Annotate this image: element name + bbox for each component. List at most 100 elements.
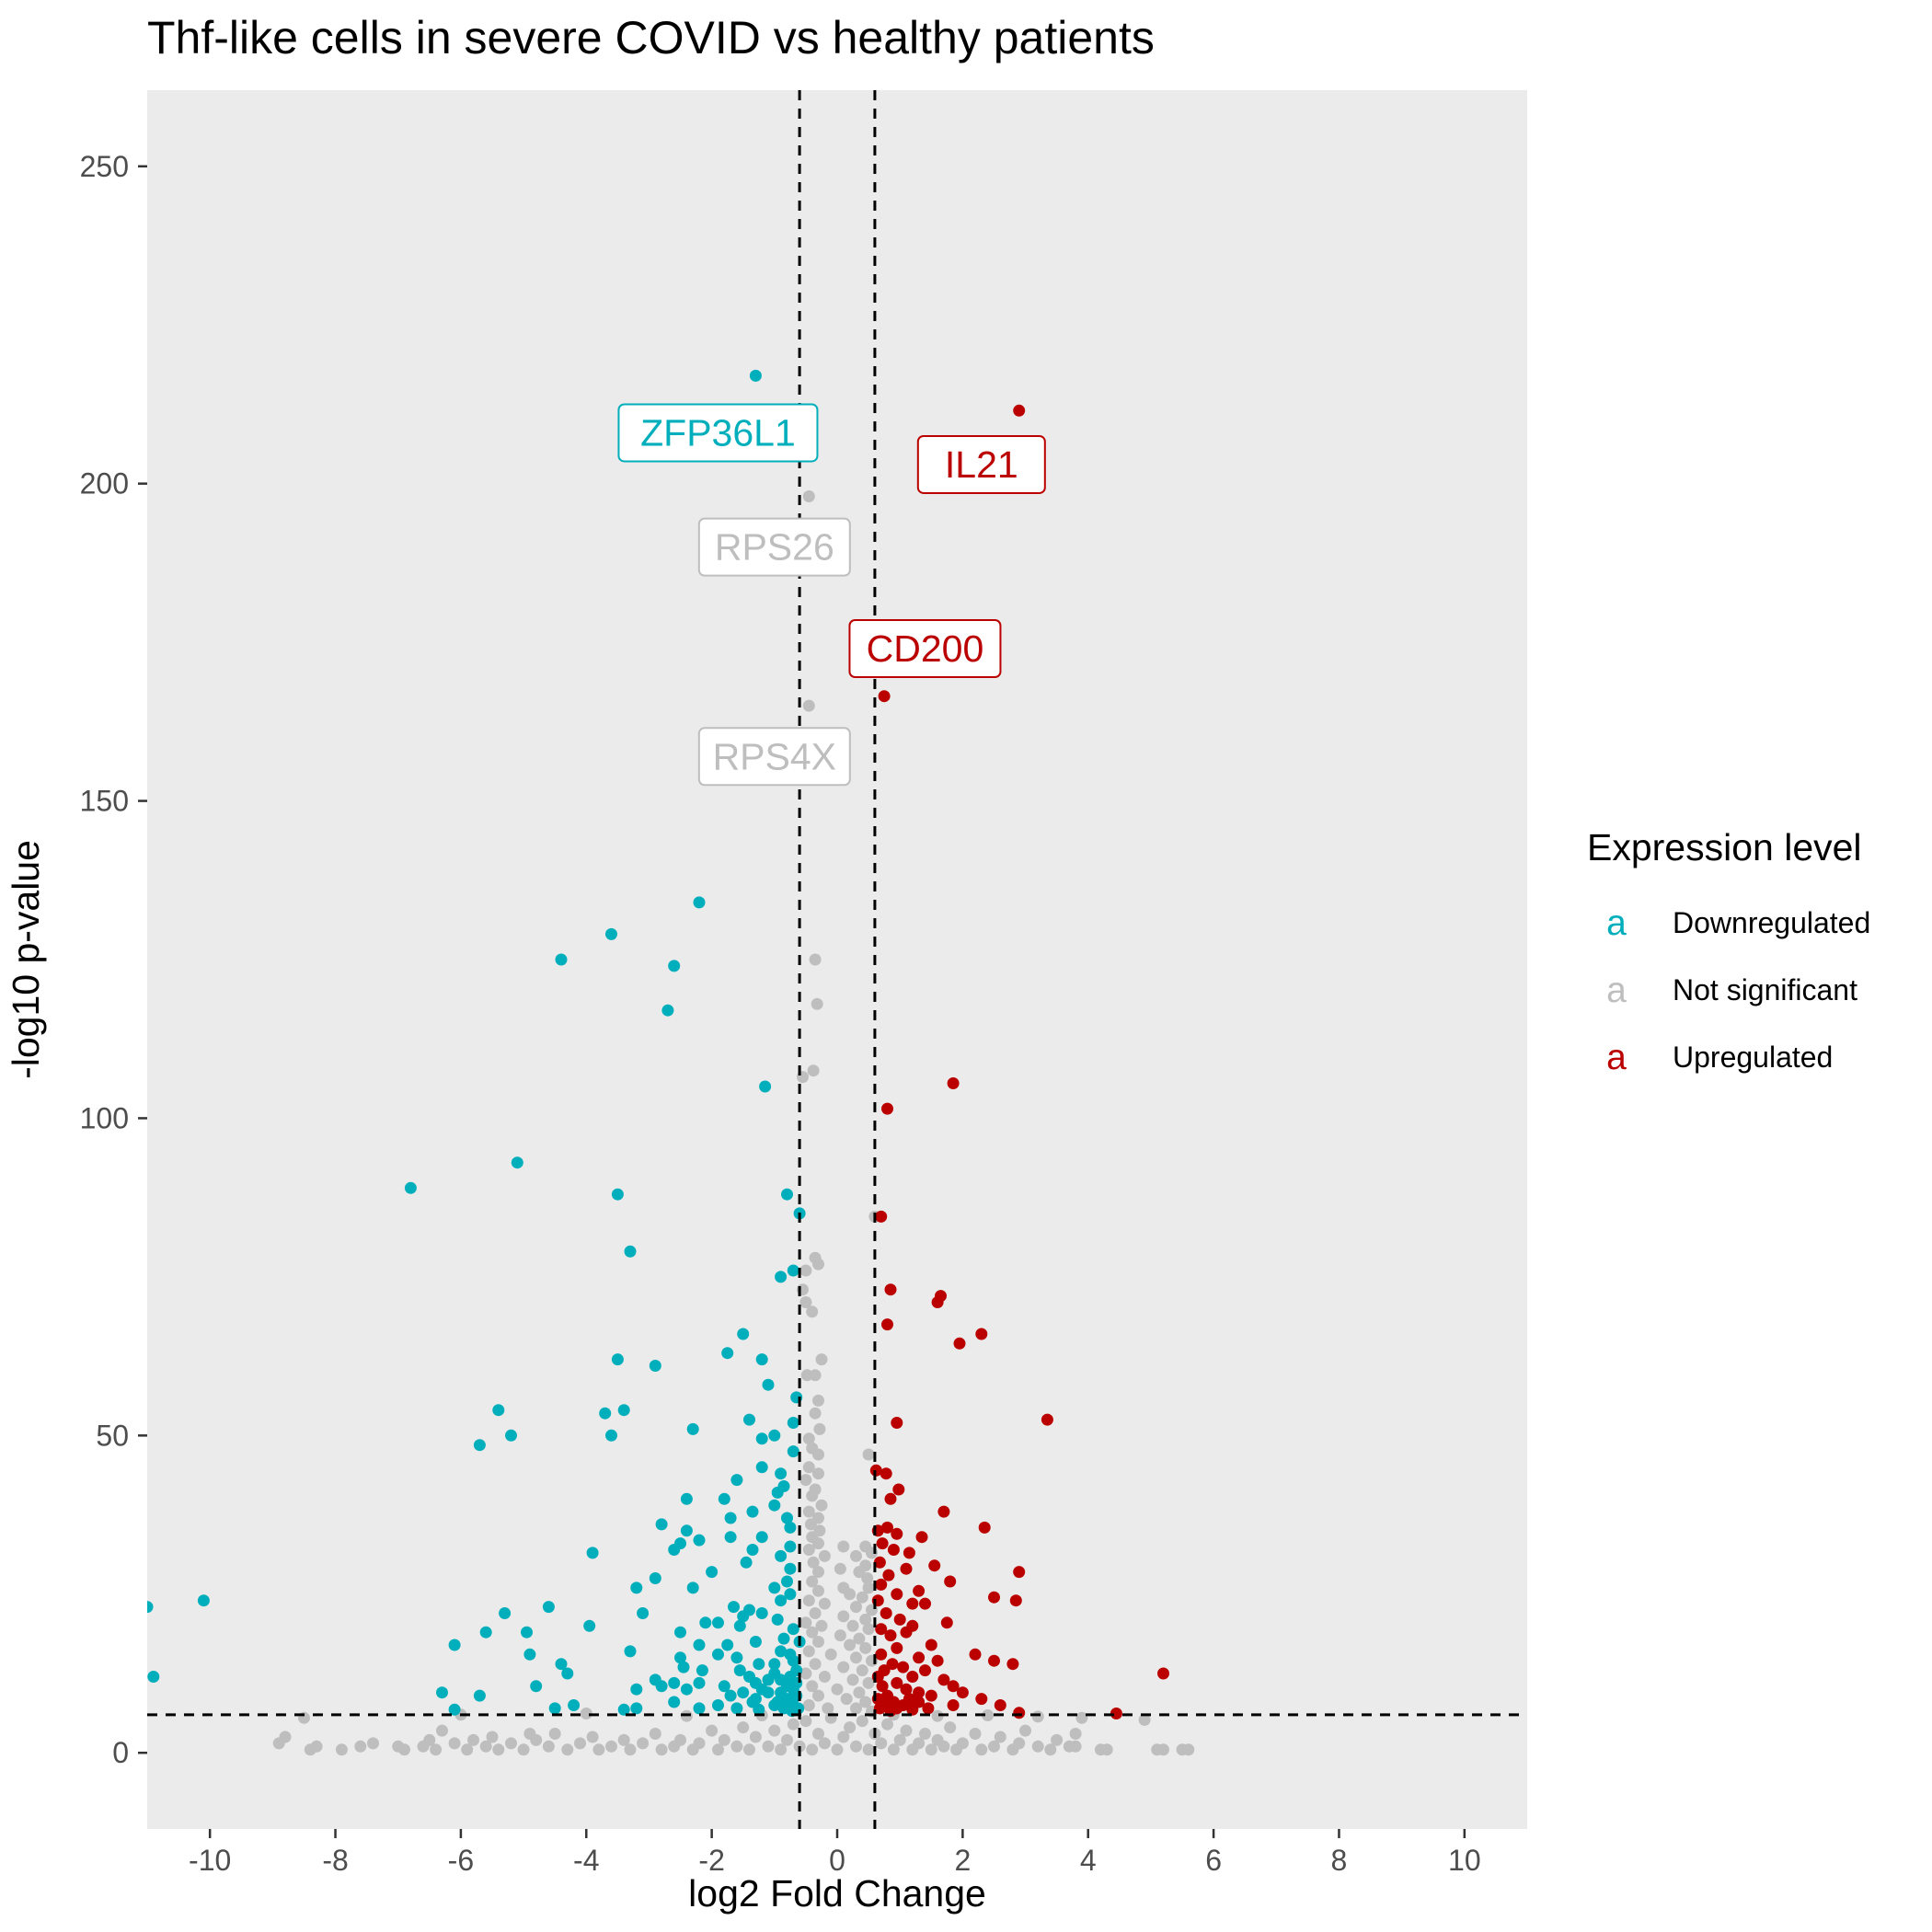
point-downregulated (448, 1639, 461, 1651)
point-downregulated (784, 1540, 797, 1553)
point-not-significant (812, 1584, 824, 1597)
point-not-significant (1100, 1743, 1113, 1756)
point-not-significant (505, 1737, 517, 1750)
point-upregulated (900, 1562, 913, 1575)
x-tick-label: -4 (573, 1844, 599, 1877)
point-not-significant (580, 1708, 592, 1719)
point-downregulated (530, 1680, 543, 1693)
point-not-significant (542, 1740, 555, 1753)
point-downregulated (693, 896, 706, 909)
point-downregulated (771, 1613, 784, 1626)
point-not-significant (574, 1737, 586, 1750)
gene-label-zfp36l1: ZFP36L1 (617, 403, 819, 463)
point-upregulated (1013, 404, 1026, 417)
point-downregulated (781, 1512, 793, 1524)
point-downregulated (655, 1518, 668, 1531)
point-not-significant (937, 1740, 950, 1753)
point-upregulated (956, 1686, 969, 1699)
x-tick-label: 10 (1448, 1844, 1481, 1877)
legend-key-glyph: a (1606, 903, 1627, 943)
point-downregulated (555, 953, 568, 966)
point-not-significant (367, 1737, 379, 1750)
point-not-significant (1031, 1710, 1044, 1723)
y-tick-label: 250 (80, 150, 129, 183)
point-not-significant (802, 699, 815, 712)
legend-key-glyph: a (1606, 1038, 1627, 1077)
point-downregulated (511, 1156, 523, 1169)
point-upregulated (975, 1328, 988, 1340)
x-tick-label: 6 (1205, 1844, 1222, 1877)
point-not-significant (862, 1743, 875, 1756)
point-downregulated (630, 1581, 643, 1594)
point-downregulated (775, 1645, 788, 1658)
point-not-significant (1069, 1728, 1082, 1740)
point-not-significant (799, 1296, 812, 1308)
gene-label-rps26: RPS26 (697, 517, 851, 577)
point-upregulated (875, 1578, 888, 1591)
point-downregulated (787, 1623, 799, 1636)
gene-label-text: RPS26 (715, 526, 834, 569)
point-downregulated (777, 1632, 790, 1645)
point-downregulated (555, 1658, 568, 1671)
point-not-significant (674, 1733, 686, 1746)
point-upregulated (881, 1521, 893, 1534)
point-downregulated (624, 1245, 637, 1258)
point-downregulated (737, 1328, 750, 1340)
point-not-significant (486, 1731, 499, 1743)
point-downregulated (730, 1651, 743, 1664)
point-downregulated (737, 1686, 750, 1699)
point-upregulated (884, 1283, 897, 1296)
point-not-significant (479, 1740, 492, 1753)
point-not-significant (1031, 1740, 1044, 1753)
point-not-significant (802, 1432, 815, 1445)
point-not-significant (802, 1645, 815, 1658)
point-downregulated (680, 1492, 693, 1505)
point-downregulated (499, 1607, 512, 1619)
point-not-significant (862, 1623, 875, 1636)
point-not-significant (815, 1353, 828, 1366)
point-upregulated (897, 1661, 910, 1673)
point-not-significant (809, 1407, 822, 1420)
point-not-significant (548, 1728, 561, 1740)
point-upregulated (1110, 1708, 1122, 1719)
point-not-significant (809, 953, 822, 966)
gene-labels: ZFP36L1 RPS26 RPS4X IL21 CD200 (617, 403, 1046, 787)
point-downregulated (740, 1556, 753, 1569)
point-downregulated (768, 1658, 781, 1671)
point-downregulated (781, 1188, 793, 1201)
point-not-significant (859, 1613, 872, 1626)
point-downregulated (605, 1429, 617, 1442)
point-downregulated (147, 1671, 160, 1683)
point-downregulated (718, 1680, 730, 1693)
point-upregulated (1013, 1566, 1026, 1579)
point-downregulated (746, 1505, 759, 1518)
y-tick-label: 50 (96, 1419, 129, 1452)
point-not-significant (799, 1264, 812, 1277)
point-downregulated (762, 1673, 775, 1686)
point-downregulated (706, 1566, 719, 1579)
point-downregulated (753, 1658, 765, 1671)
gene-label-rps4x: RPS4X (697, 727, 851, 787)
point-not-significant (1019, 1724, 1031, 1737)
gene-label-text: CD200 (867, 627, 984, 670)
point-downregulated (730, 1474, 743, 1487)
point-downregulated (473, 1439, 486, 1452)
point-not-significant (586, 1731, 599, 1743)
point-upregulated (881, 1318, 893, 1331)
point-downregulated (197, 1594, 210, 1607)
point-upregulated (988, 1591, 1000, 1604)
point-not-significant (809, 1658, 822, 1671)
point-downregulated (755, 1461, 768, 1474)
point-downregulated (649, 1360, 661, 1372)
point-upregulated (953, 1337, 966, 1350)
point-upregulated (1009, 1594, 1022, 1607)
point-not-significant (850, 1651, 862, 1664)
point-upregulated (884, 1492, 897, 1505)
point-downregulated (746, 1544, 759, 1556)
gene-label-box (697, 727, 851, 787)
point-not-significant (802, 1461, 815, 1474)
point-downregulated (674, 1626, 686, 1639)
point-upregulated (906, 1671, 919, 1683)
point-upregulated (903, 1547, 915, 1559)
point-upregulated (944, 1575, 957, 1588)
